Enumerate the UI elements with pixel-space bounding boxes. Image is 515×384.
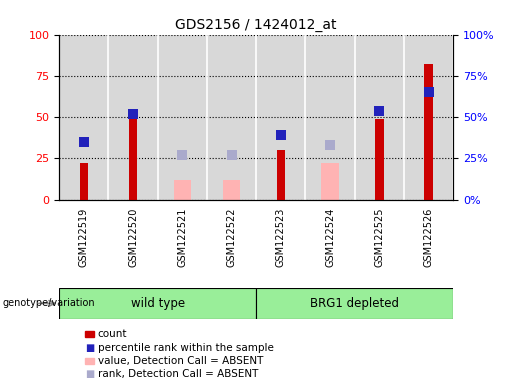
Text: ■: ■ [85,369,94,379]
Point [80,139,88,145]
Title: GDS2156 / 1424012_at: GDS2156 / 1424012_at [176,18,337,32]
Bar [174,180,191,200]
FancyBboxPatch shape [256,288,453,319]
FancyBboxPatch shape [59,288,256,319]
Point [424,89,433,96]
Text: ■: ■ [85,343,94,353]
Point [277,132,285,138]
Bar [223,180,240,200]
Text: count: count [98,329,127,339]
Point [178,152,186,158]
Bar [277,150,285,200]
Text: value, Detection Call = ABSENT: value, Detection Call = ABSENT [98,356,263,366]
Point [228,152,236,158]
Bar [424,64,433,200]
Text: genotype/variation: genotype/variation [3,298,95,308]
Text: rank, Detection Call = ABSENT: rank, Detection Call = ABSENT [98,369,258,379]
Text: wild type: wild type [131,297,185,310]
Bar [321,163,339,200]
Text: percentile rank within the sample: percentile rank within the sample [98,343,274,353]
Text: BRG1 depleted: BRG1 depleted [310,297,399,310]
Point [375,108,384,114]
Point [129,111,137,117]
Bar [375,119,384,200]
Bar [129,119,138,200]
Bar [79,163,88,200]
Point [326,142,334,148]
